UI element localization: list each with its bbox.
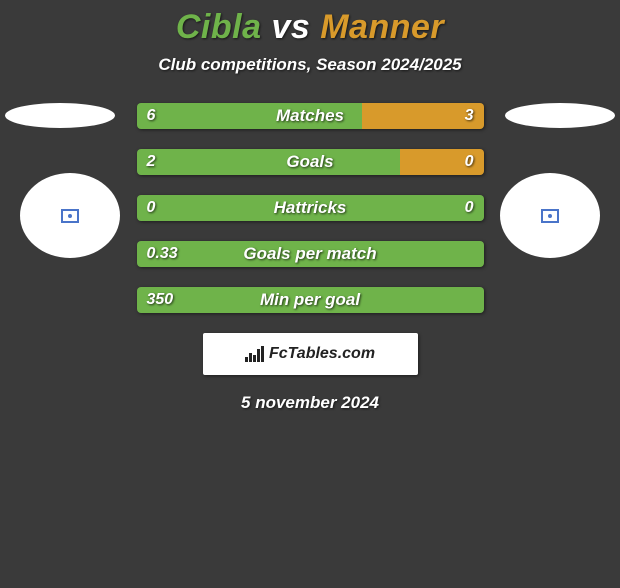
stat-row: Goals2 0 — [137, 149, 484, 175]
comparison-stage: Matches63Goals20Hattricks00Goals per mat… — [0, 103, 620, 413]
stat-left-value: 6 — [147, 103, 156, 129]
title-player2: Manner — [320, 8, 444, 46]
stat-row: Hattricks0 0 — [137, 195, 484, 221]
left-small-ellipse — [5, 103, 115, 128]
left-badge-icon — [61, 209, 79, 223]
stats-bars: Matches63Goals20Hattricks00Goals per mat… — [137, 103, 484, 313]
stat-left-value: 0.33 — [147, 241, 178, 267]
date-text: 5 november 2024 — [0, 393, 620, 413]
stat-label: Goals per match — [137, 241, 484, 267]
brand-text: FcTables.com — [269, 345, 375, 363]
stat-left-value: 350 — [147, 287, 174, 313]
right-large-ellipse — [500, 173, 600, 258]
left-large-ellipse — [20, 173, 120, 258]
title-vs: vs — [271, 8, 310, 46]
stat-row: Matches6 3 — [137, 103, 484, 129]
brand-box: FcTables.com — [203, 333, 418, 375]
subtitle: Club competitions, Season 2024/2025 — [0, 55, 620, 75]
stat-right-value: 0 — [465, 195, 474, 221]
stat-label: Min per goal — [137, 287, 484, 313]
stat-right-value: 0 — [465, 149, 474, 175]
stat-label: Matches — [137, 103, 484, 129]
bars-chart-icon — [245, 346, 265, 362]
stat-label: Hattricks — [137, 195, 484, 221]
stat-row: Min per goal350 — [137, 287, 484, 313]
stat-right-value: 3 — [465, 103, 474, 129]
title-player1: Cibla — [176, 8, 262, 46]
page-title: Cibla vs Manner — [0, 8, 620, 47]
right-small-ellipse — [505, 103, 615, 128]
stat-left-value: 2 — [147, 149, 156, 175]
stat-label: Goals — [137, 149, 484, 175]
stat-left-value: 0 — [147, 195, 156, 221]
stat-row: Goals per match0.33 — [137, 241, 484, 267]
right-badge-icon — [541, 209, 559, 223]
